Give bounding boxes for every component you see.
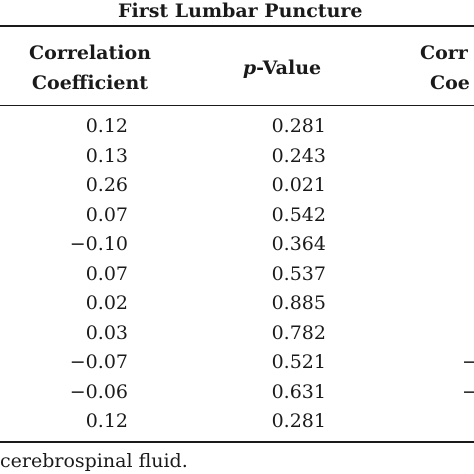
table-row: 0.13 0.243 [0, 142, 474, 172]
header-corr-line2: Coefficient [31, 72, 149, 94]
header-p-value: p-Value [212, 53, 352, 83]
table-row: 0.12 0.281 [0, 112, 474, 142]
table-row: −0.06 0.631 − [0, 378, 474, 408]
correlation-cell: −0.06 [69, 380, 128, 403]
p-value-cell: 0.521 [271, 351, 326, 373]
p-value-cell: 0.885 [271, 292, 326, 314]
table-row: 0.26 0.021 [0, 171, 474, 201]
group-title-underline [0, 25, 474, 27]
p-value-cell: 0.364 [271, 233, 326, 255]
header-bottom-rule [0, 105, 474, 106]
correlation-cell: −0.07 [69, 351, 128, 373]
p-value-cell: 0.243 [271, 144, 326, 167]
table-row: 0.12 0.281 [0, 407, 474, 437]
correlation-2-cell: − [462, 351, 474, 373]
p-value-cell: 0.542 [271, 203, 326, 226]
table-bottom-rule [0, 441, 474, 443]
correlation-cell: −0.10 [69, 233, 128, 255]
p-value-cell: 0.631 [271, 380, 326, 403]
table-row: 0.07 0.542 [0, 201, 474, 231]
header-corr2-line2: Coe [430, 72, 470, 94]
header-corr-line1: Correlation [29, 42, 151, 64]
correlation-cell: 0.03 [85, 321, 128, 344]
p-value-cell: 0.537 [271, 262, 326, 285]
table-body: 0.12 0.281 0.13 0.243 0.26 0.021 0.07 0.542 −0.1… [0, 112, 474, 437]
header-correlation-coefficient-2: Corr Coe [420, 38, 470, 98]
table-row: −0.10 0.364 [0, 230, 474, 260]
correlation-cell: 0.07 [85, 203, 128, 226]
correlation-cell: 0.12 [85, 115, 128, 137]
correlation-cell: 0.26 [85, 174, 128, 196]
header-corr2-line1: Corr [420, 42, 468, 64]
header-p-suffix: -Value [256, 57, 322, 79]
correlation-cell: 0.13 [85, 144, 128, 167]
group-title: First Lumbar Puncture [118, 0, 363, 22]
correlation-cell: 0.02 [85, 292, 128, 314]
table-row: 0.07 0.537 [0, 260, 474, 290]
p-value-cell: 0.281 [271, 410, 326, 432]
correlation-cell: 0.12 [85, 410, 128, 432]
correlation-2-cell: − [462, 380, 474, 403]
footnote: cerebrospinal fluid. [0, 450, 188, 472]
p-value-cell: 0.021 [271, 174, 326, 196]
p-value-cell: 0.281 [271, 115, 326, 137]
table-row: 0.02 0.885 [0, 289, 474, 319]
header-p-italic: p [242, 57, 257, 79]
table-row: −0.07 0.521 − [0, 348, 474, 378]
table-row: 0.03 0.782 [0, 319, 474, 349]
p-value-cell: 0.782 [271, 321, 326, 344]
correlation-cell: 0.07 [85, 262, 128, 285]
header-correlation-coefficient: Correlation Coefficient [0, 38, 180, 98]
